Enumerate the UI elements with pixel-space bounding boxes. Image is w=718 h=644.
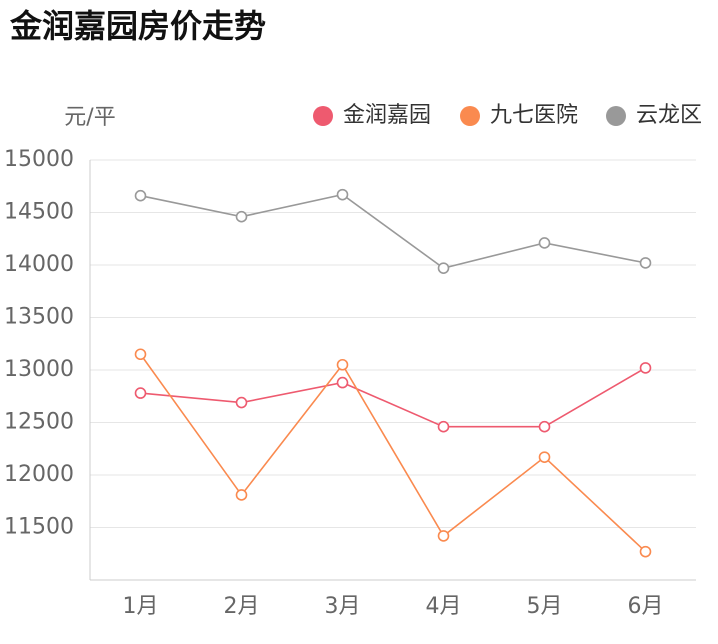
legend-marker xyxy=(313,106,333,126)
data-point xyxy=(538,237,551,249)
data-point xyxy=(336,188,349,201)
legend-label: 九七医院 xyxy=(490,103,578,128)
y-tick-label: 13500 xyxy=(4,305,74,330)
data-point xyxy=(235,210,248,223)
data-point xyxy=(437,262,450,274)
y-tick-label: 15000 xyxy=(4,147,74,172)
x-tick-label: 2月 xyxy=(224,594,260,619)
data-point xyxy=(639,257,652,269)
x-tick-label: 4月 xyxy=(426,594,462,619)
data-point xyxy=(639,362,652,374)
data-point xyxy=(235,489,248,501)
data-point xyxy=(538,420,551,433)
data-point xyxy=(134,189,147,202)
y-tick-label: 14000 xyxy=(4,252,74,277)
legend-label: 云龙区 xyxy=(636,103,702,128)
chart-title: 金润嘉园房价走势 xyxy=(9,7,266,45)
series-line xyxy=(140,193,646,270)
x-tick-label: 6月 xyxy=(628,594,664,619)
y-tick-label: 12500 xyxy=(4,410,74,435)
data-point xyxy=(336,376,349,389)
y-tick-label: 13000 xyxy=(4,357,74,382)
data-point xyxy=(134,387,147,399)
x-tick-label: 3月 xyxy=(325,594,361,619)
data-point xyxy=(639,545,652,558)
legend-marker xyxy=(606,106,626,126)
series-line xyxy=(140,367,646,428)
data-point xyxy=(538,451,551,463)
data-point xyxy=(336,358,349,371)
data-point xyxy=(437,530,450,542)
x-tick-label: 1月 xyxy=(123,594,159,619)
legend-marker xyxy=(460,106,480,126)
y-axis-label: 元/平 xyxy=(64,105,115,130)
series-line xyxy=(139,353,647,553)
data-point xyxy=(437,420,450,433)
y-tick-label: 11500 xyxy=(4,515,74,540)
legend-label: 金润嘉园 xyxy=(343,103,431,128)
y-tick-label: 12000 xyxy=(4,462,74,487)
data-point xyxy=(235,396,248,409)
y-tick-label: 14500 xyxy=(4,200,74,225)
data-point xyxy=(134,348,147,361)
x-tick-label: 5月 xyxy=(527,594,563,619)
